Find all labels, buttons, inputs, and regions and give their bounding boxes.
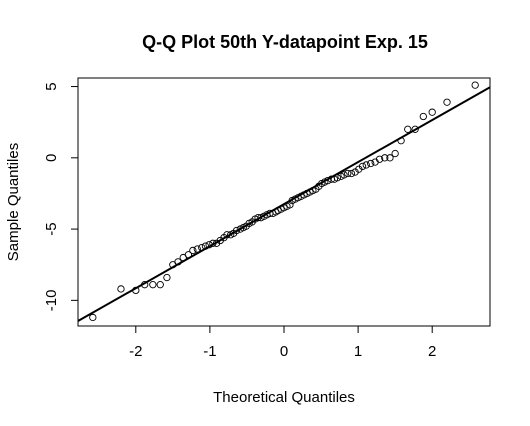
data-point xyxy=(391,149,399,158)
data-point xyxy=(367,159,375,168)
data-point xyxy=(163,273,171,282)
data-point xyxy=(198,243,206,252)
data-point xyxy=(443,98,451,106)
x-axis: -2 -1 0 1 2 xyxy=(129,325,436,360)
x-tick-label: -2 xyxy=(129,343,142,360)
data-point xyxy=(411,125,419,133)
y-tick-label: -10 xyxy=(43,290,60,312)
data-point xyxy=(397,137,405,145)
data-point xyxy=(344,169,352,178)
data-point xyxy=(184,251,193,259)
data-point xyxy=(340,171,348,179)
x-tick-label: 2 xyxy=(428,343,436,360)
data-point xyxy=(232,226,241,235)
data-point xyxy=(205,241,213,249)
x-tick-label: -1 xyxy=(203,343,216,360)
data-point xyxy=(381,154,389,162)
data-point xyxy=(174,258,182,266)
y-tick-label: -5 xyxy=(43,222,60,235)
data-point xyxy=(358,162,367,171)
x-tick-label: 0 xyxy=(280,343,288,360)
data-point xyxy=(201,242,210,250)
chart-title: Q-Q Plot 50th Y-datapoint Exp. 15 xyxy=(142,32,428,52)
y-tick-label: 5 xyxy=(43,82,60,90)
data-point xyxy=(223,231,231,239)
y-axis-label: Sample Quantiles xyxy=(5,143,22,261)
data-point xyxy=(428,108,436,116)
plot-frame xyxy=(77,77,491,327)
x-tick-label: 1 xyxy=(354,343,362,360)
data-point xyxy=(89,313,97,322)
data-point xyxy=(362,161,370,169)
data-point xyxy=(333,174,342,182)
data-point xyxy=(117,285,125,293)
data-point xyxy=(386,154,394,162)
x-axis-label: Theoretical Quantiles xyxy=(213,389,355,406)
data-point xyxy=(209,239,217,247)
y-tick-label: 0 xyxy=(43,154,60,162)
data-points xyxy=(89,81,479,322)
data-point xyxy=(149,281,157,289)
data-point xyxy=(471,81,479,89)
data-point xyxy=(141,281,149,289)
data-point xyxy=(286,201,294,209)
data-point xyxy=(375,155,384,163)
data-point xyxy=(347,169,356,178)
data-point xyxy=(156,281,164,289)
data-point xyxy=(419,112,427,121)
data-point xyxy=(193,245,201,253)
data-point xyxy=(404,125,412,133)
data-point xyxy=(132,286,140,295)
data-point xyxy=(189,246,197,255)
data-point xyxy=(324,176,332,185)
y-axis: -10 -5 0 5 xyxy=(43,82,79,312)
